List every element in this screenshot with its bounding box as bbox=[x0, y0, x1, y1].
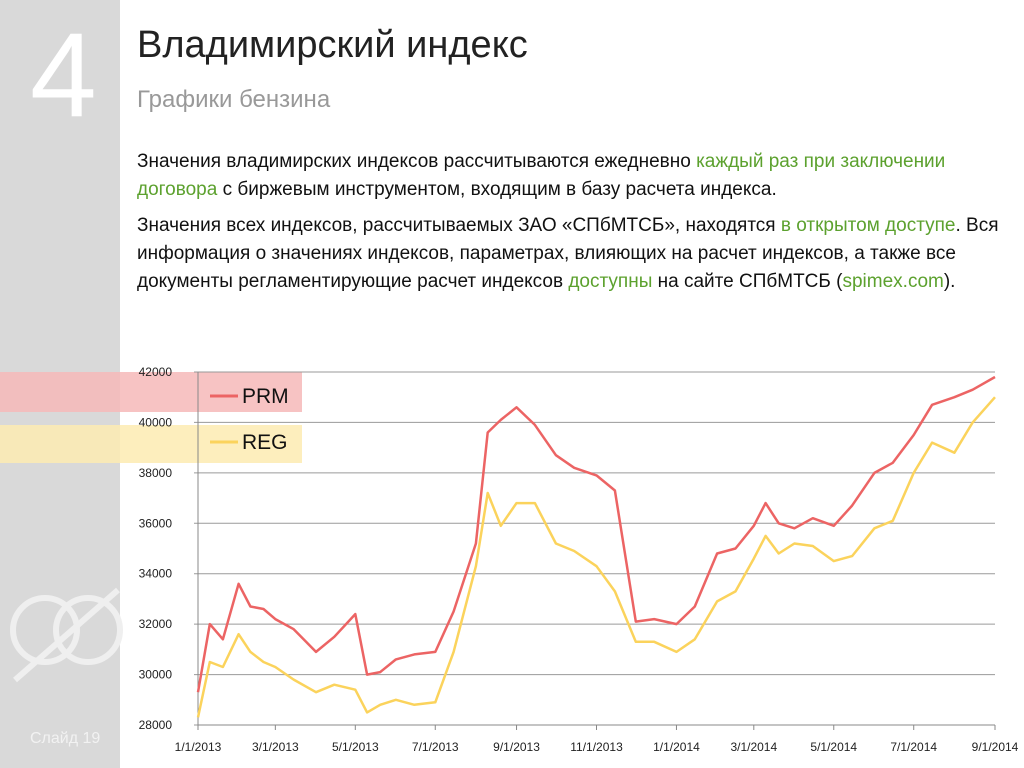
x-tick-label: 3/1/2014 bbox=[730, 740, 777, 754]
text-run: на сайте СПбМТСБ ( bbox=[652, 271, 843, 292]
x-tick-label: 1/1/2013 bbox=[175, 740, 222, 754]
y-tick-label: 36000 bbox=[139, 516, 173, 530]
x-tick-label: 7/1/2013 bbox=[412, 740, 459, 754]
y-tick-label: 42000 bbox=[139, 365, 173, 379]
text-run: Значения всех индексов, рассчитываемых З… bbox=[137, 215, 781, 236]
text-run: с биржевым инструментом, входящим в базу… bbox=[217, 179, 777, 200]
series-line bbox=[196, 396, 996, 718]
x-tick-label: 11/1/2013 bbox=[570, 740, 623, 754]
x-tick-label: 7/1/2014 bbox=[890, 740, 937, 754]
x-tick-label: 5/1/2013 bbox=[332, 740, 379, 754]
slide-number: 4 bbox=[30, 8, 97, 142]
legend-label: PRM bbox=[242, 385, 289, 408]
text-run: . Вся информация о значениях индексов, п… bbox=[137, 215, 999, 292]
y-tick-label: 38000 bbox=[139, 466, 173, 480]
y-tick-label: 30000 bbox=[139, 668, 173, 682]
x-tick-label: 9/1/2014 bbox=[972, 740, 1019, 754]
subtitle: Графики бензина bbox=[137, 86, 331, 113]
text-run: Значения владимирских индексов рассчитыв… bbox=[137, 151, 697, 172]
y-tick-label: 40000 bbox=[139, 415, 173, 429]
paragraph: Значения всех индексов, рассчитываемых З… bbox=[137, 212, 1012, 296]
chart: 28000 30000 32000 34000 36000 38000 40000 42000… bbox=[0, 365, 1019, 754]
footer: Слайд 19 bbox=[30, 730, 101, 747]
highlight-text: каждый раз при заключении договора bbox=[137, 151, 946, 200]
legend-label: REG bbox=[242, 431, 288, 454]
series-line bbox=[196, 375, 996, 693]
legend-band bbox=[0, 425, 302, 463]
x-tick-label: 3/1/2013 bbox=[252, 740, 299, 754]
highlight-text: доступны bbox=[568, 271, 653, 292]
y-tick-label: 32000 bbox=[139, 617, 173, 631]
highlight-text: spimex.com bbox=[842, 271, 944, 292]
logo bbox=[10, 587, 123, 683]
y-tick-label: 34000 bbox=[139, 567, 173, 581]
x-tick-label: 1/1/2014 bbox=[653, 740, 700, 754]
body-text: Значения владимирских индексов рассчитыв… bbox=[137, 148, 1012, 304]
text-run: ). bbox=[943, 271, 956, 292]
paragraph: Значения владимирских индексов рассчитыв… bbox=[137, 148, 1012, 204]
y-tick-label: 28000 bbox=[139, 718, 173, 732]
x-tick-label: 9/1/2013 bbox=[493, 740, 540, 754]
title: Владимирский индекс bbox=[137, 24, 528, 66]
highlight-text: в открытом доступе bbox=[780, 215, 956, 236]
x-tick-label: 5/1/2014 bbox=[810, 740, 857, 754]
legend-band bbox=[0, 372, 302, 412]
